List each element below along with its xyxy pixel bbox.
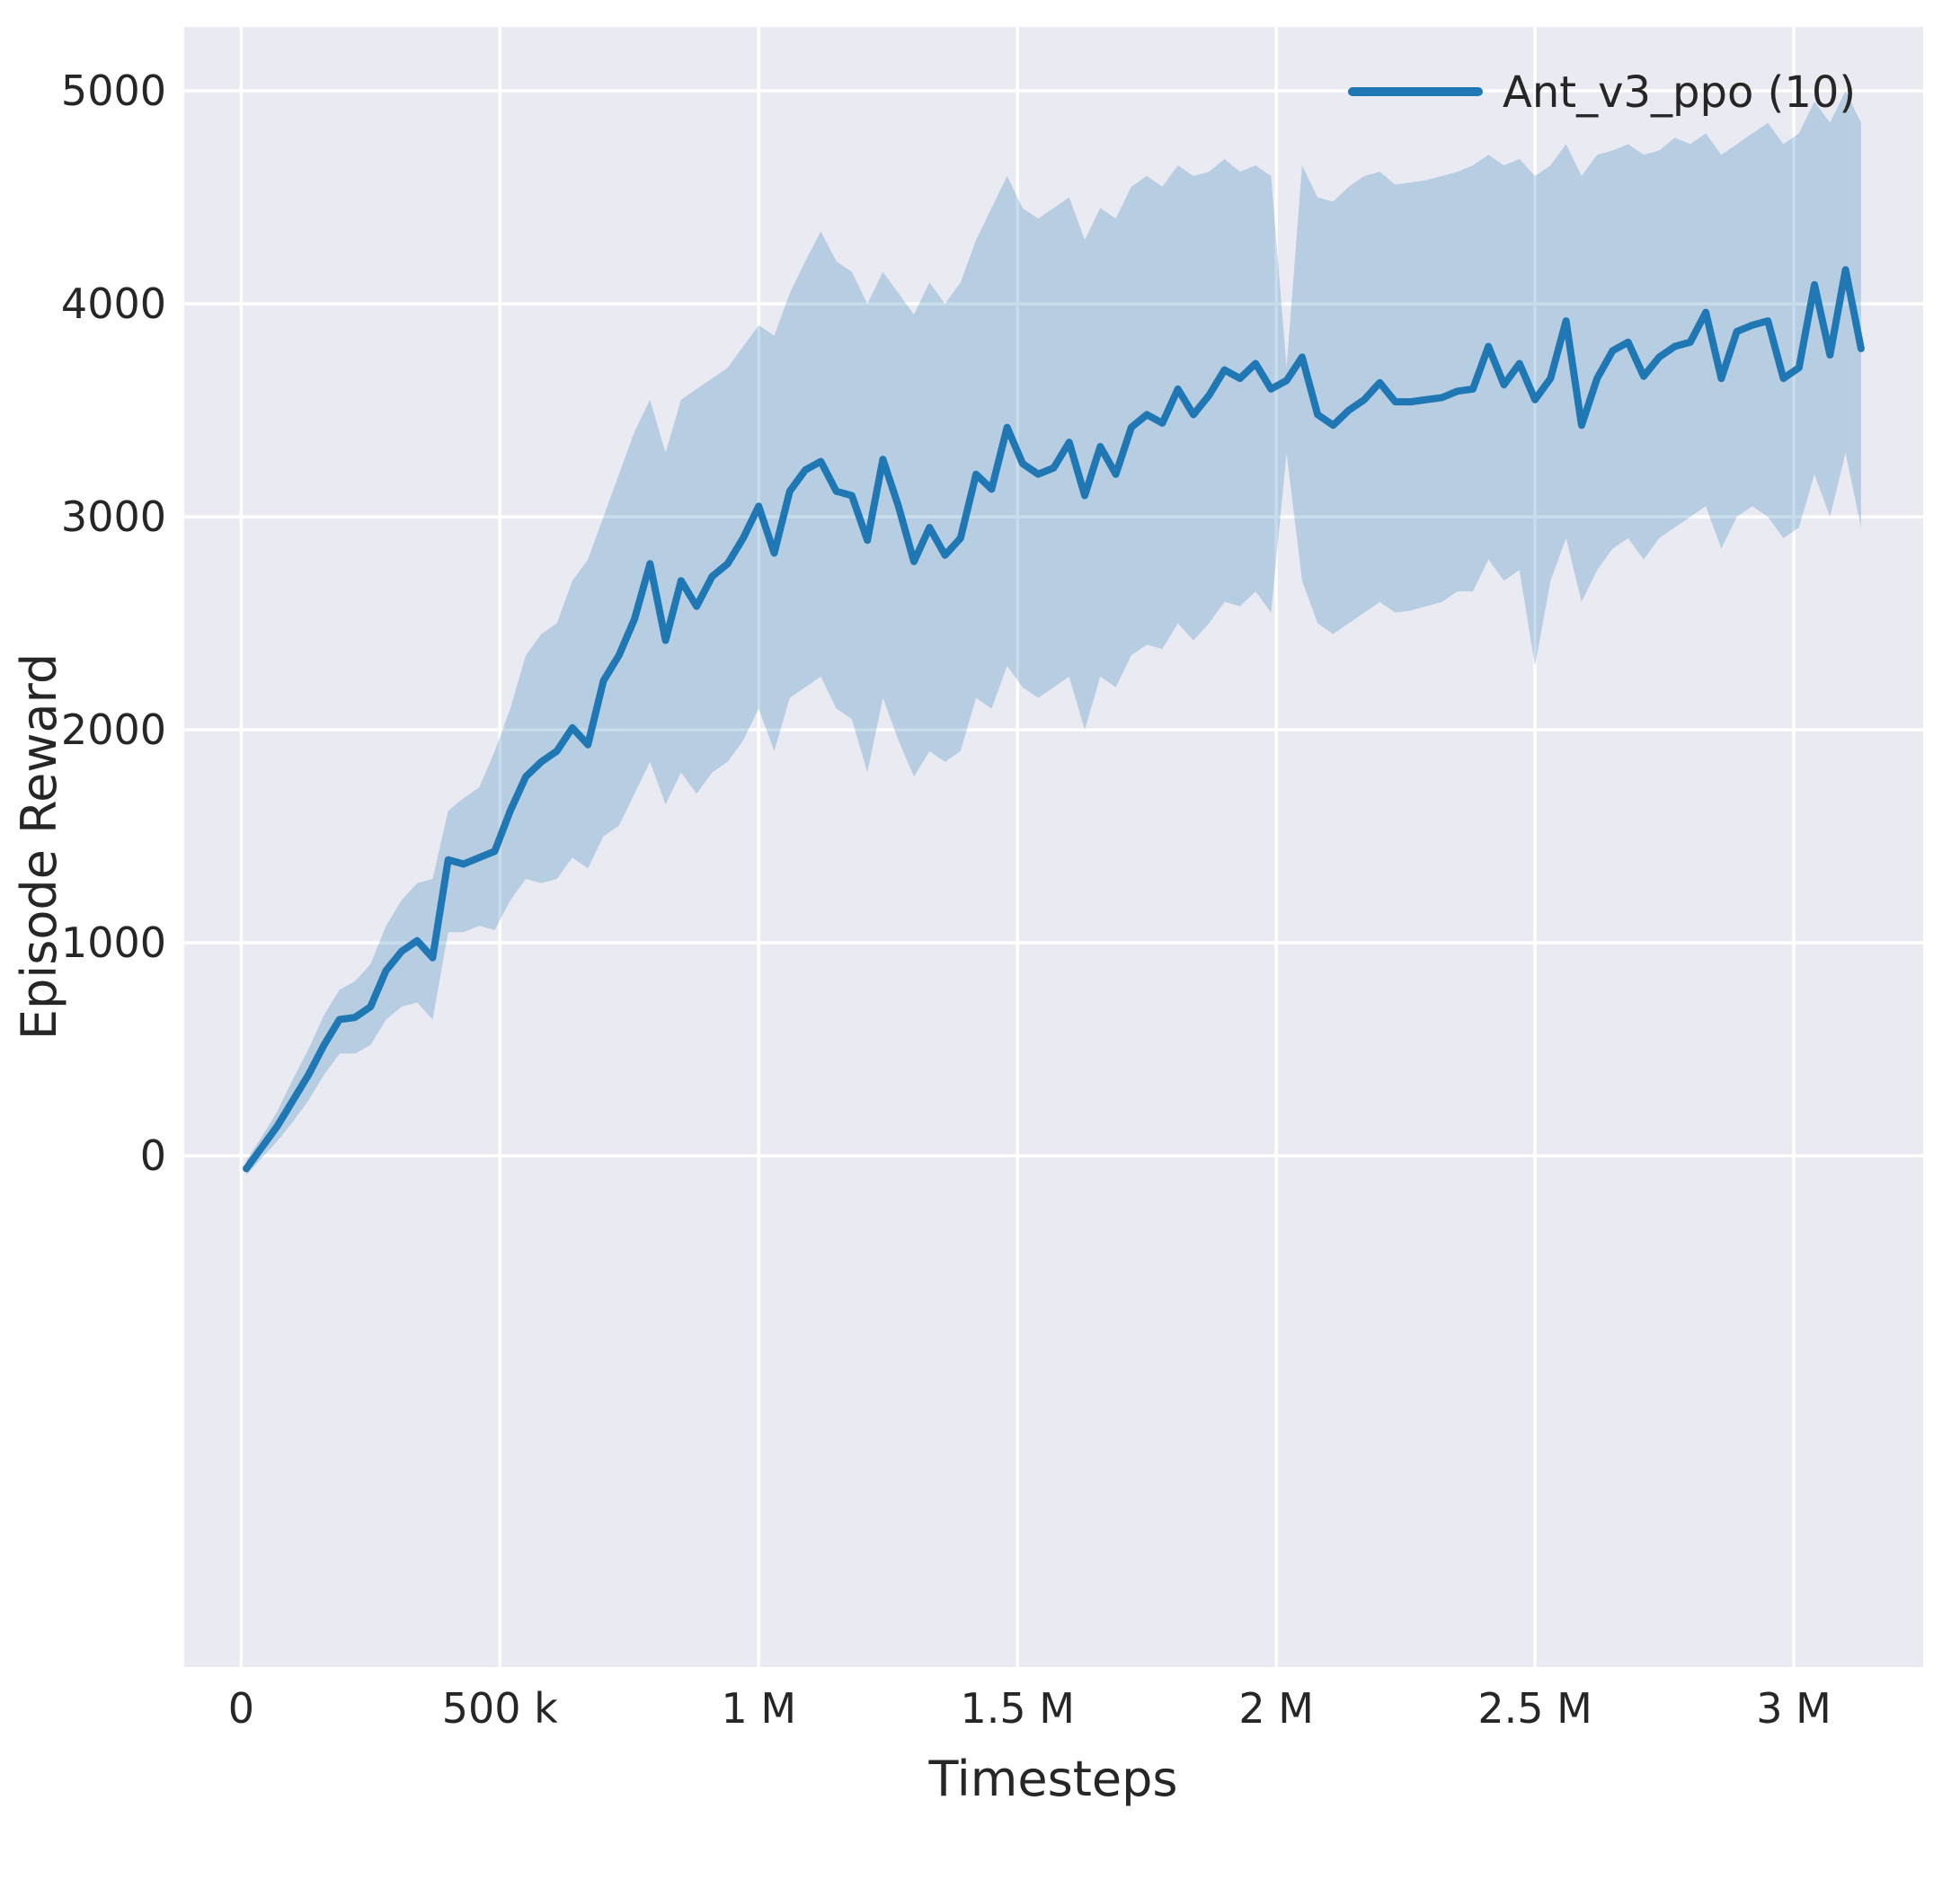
y-tick-label: 2000 xyxy=(61,705,166,754)
plot-layers: 0 500 k 1 M 1.5 M 2 M 2.5 M 3 M 0 1000 2000 3000 40… xyxy=(61,27,1923,1733)
x-tick-label: 500 k xyxy=(442,1684,558,1733)
x-tick-label: 1 M xyxy=(721,1684,796,1733)
confidence-band xyxy=(246,91,1861,1175)
plot-area xyxy=(184,27,1923,1667)
x-tick-label: 0 xyxy=(228,1684,254,1733)
x-tick-label: 1.5 M xyxy=(960,1684,1074,1733)
y-tick-label: 0 xyxy=(140,1131,166,1180)
series-line xyxy=(243,266,1865,1173)
y-axis-label: Episode Reward xyxy=(11,653,67,1040)
y-tick-label: 1000 xyxy=(61,918,166,967)
legend: Ant_v3_ppo (10) xyxy=(1348,67,1856,118)
y-tick-label: 3000 xyxy=(61,492,166,541)
y-tick-label: 5000 xyxy=(61,67,166,115)
x-axis-label: Timesteps xyxy=(927,1751,1177,1807)
legend-label: Ant_v3_ppo (10) xyxy=(1503,67,1856,118)
y-tick-label: 4000 xyxy=(61,279,166,328)
x-tick-label: 2 M xyxy=(1238,1684,1314,1733)
x-tick-label: 2.5 M xyxy=(1477,1684,1592,1733)
x-tick-label: 3 M xyxy=(1756,1684,1831,1733)
